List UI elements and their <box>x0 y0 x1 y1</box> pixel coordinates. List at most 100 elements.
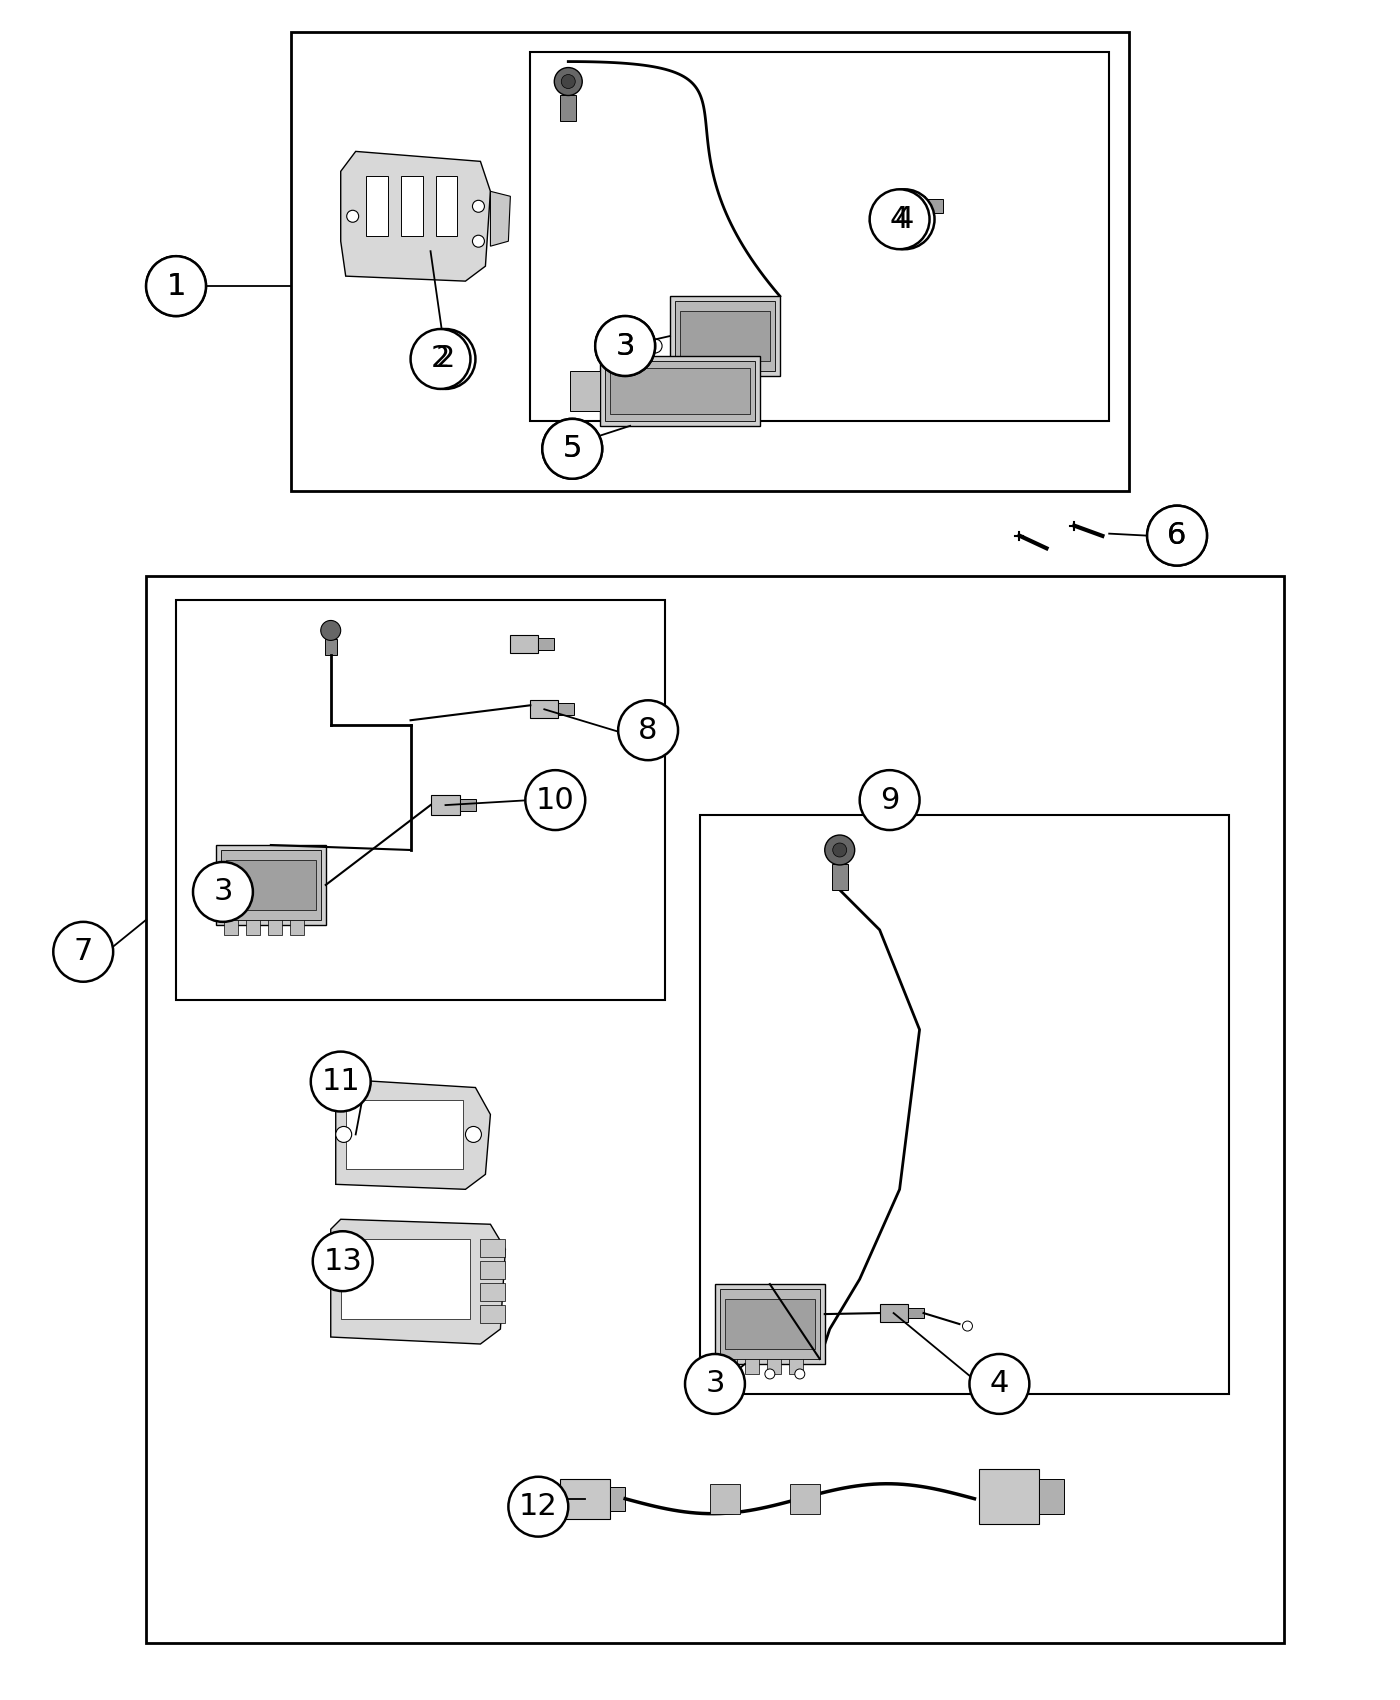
Bar <box>671 296 780 376</box>
Circle shape <box>969 1353 1029 1414</box>
Bar <box>511 636 539 653</box>
Bar <box>325 639 337 656</box>
Circle shape <box>875 189 935 250</box>
Circle shape <box>416 330 476 389</box>
Text: 1: 1 <box>167 272 186 301</box>
Bar <box>480 1284 505 1300</box>
Polygon shape <box>330 1219 505 1345</box>
Circle shape <box>595 316 655 376</box>
Bar <box>480 1261 505 1278</box>
Bar <box>610 367 750 413</box>
Circle shape <box>410 330 470 389</box>
Bar <box>221 850 321 920</box>
Bar <box>146 576 1284 1644</box>
Circle shape <box>53 921 113 981</box>
Polygon shape <box>490 192 511 246</box>
Bar <box>531 51 1109 422</box>
Circle shape <box>472 201 484 212</box>
Text: 9: 9 <box>881 785 899 814</box>
Bar <box>559 704 574 716</box>
Circle shape <box>554 68 582 95</box>
Circle shape <box>860 770 920 830</box>
Bar <box>680 311 770 360</box>
Circle shape <box>595 316 655 376</box>
Circle shape <box>508 1477 568 1537</box>
Bar <box>246 920 260 935</box>
Bar <box>176 600 665 1000</box>
Text: 3: 3 <box>213 877 232 906</box>
Polygon shape <box>340 151 490 280</box>
Bar <box>675 301 774 371</box>
Circle shape <box>1147 505 1207 566</box>
Bar <box>832 864 848 889</box>
Circle shape <box>619 700 678 760</box>
Circle shape <box>685 1353 745 1414</box>
Bar <box>560 95 577 121</box>
Text: 4: 4 <box>895 204 914 235</box>
Circle shape <box>525 770 585 830</box>
Text: 12: 12 <box>519 1493 557 1522</box>
Text: 3: 3 <box>616 332 634 360</box>
Text: 5: 5 <box>563 434 582 464</box>
Bar <box>720 1289 820 1358</box>
Bar <box>435 177 458 236</box>
Circle shape <box>336 1127 351 1142</box>
Bar <box>216 845 326 925</box>
Polygon shape <box>336 1080 490 1190</box>
Bar <box>346 1100 463 1170</box>
Circle shape <box>833 843 847 857</box>
Circle shape <box>1147 505 1207 566</box>
Bar <box>605 360 755 422</box>
Bar <box>725 1299 815 1350</box>
Bar <box>365 177 388 236</box>
Bar <box>290 920 304 935</box>
Text: 1: 1 <box>167 272 186 301</box>
Circle shape <box>648 338 662 354</box>
Bar <box>700 814 1229 1394</box>
Text: 2: 2 <box>435 345 455 374</box>
Circle shape <box>962 1321 973 1331</box>
Bar <box>767 1358 781 1374</box>
Text: 7: 7 <box>74 937 92 966</box>
Bar <box>745 1358 759 1374</box>
Bar <box>715 1284 825 1363</box>
Text: 4: 4 <box>890 204 909 235</box>
Bar <box>570 371 601 411</box>
Circle shape <box>146 257 206 316</box>
Bar <box>980 1469 1039 1523</box>
Bar <box>924 199 942 212</box>
Bar <box>907 1307 924 1318</box>
Bar <box>480 1239 505 1258</box>
Circle shape <box>542 418 602 479</box>
Bar <box>895 196 924 216</box>
Text: 3: 3 <box>616 332 634 360</box>
Bar <box>610 1488 626 1511</box>
Bar <box>722 1358 736 1374</box>
Bar <box>539 639 554 651</box>
Text: 5: 5 <box>563 434 582 464</box>
Circle shape <box>347 211 358 223</box>
Circle shape <box>472 235 484 246</box>
Bar <box>480 1306 505 1323</box>
Bar <box>790 1484 820 1513</box>
Text: 8: 8 <box>638 716 658 745</box>
Bar <box>879 1304 907 1323</box>
Bar <box>291 32 1130 491</box>
Circle shape <box>542 418 602 479</box>
Circle shape <box>193 862 253 921</box>
Circle shape <box>795 1368 805 1379</box>
Bar <box>225 860 316 910</box>
Bar <box>743 371 757 386</box>
Circle shape <box>195 879 207 891</box>
Text: 13: 13 <box>323 1246 363 1275</box>
Bar <box>267 920 281 935</box>
Circle shape <box>825 835 854 865</box>
Text: 4: 4 <box>990 1370 1009 1399</box>
Bar <box>601 355 760 425</box>
Bar <box>400 177 423 236</box>
Circle shape <box>311 1052 371 1112</box>
Bar <box>722 371 736 386</box>
Text: 6: 6 <box>1168 522 1187 551</box>
Text: 10: 10 <box>536 785 574 814</box>
Circle shape <box>764 1368 774 1379</box>
